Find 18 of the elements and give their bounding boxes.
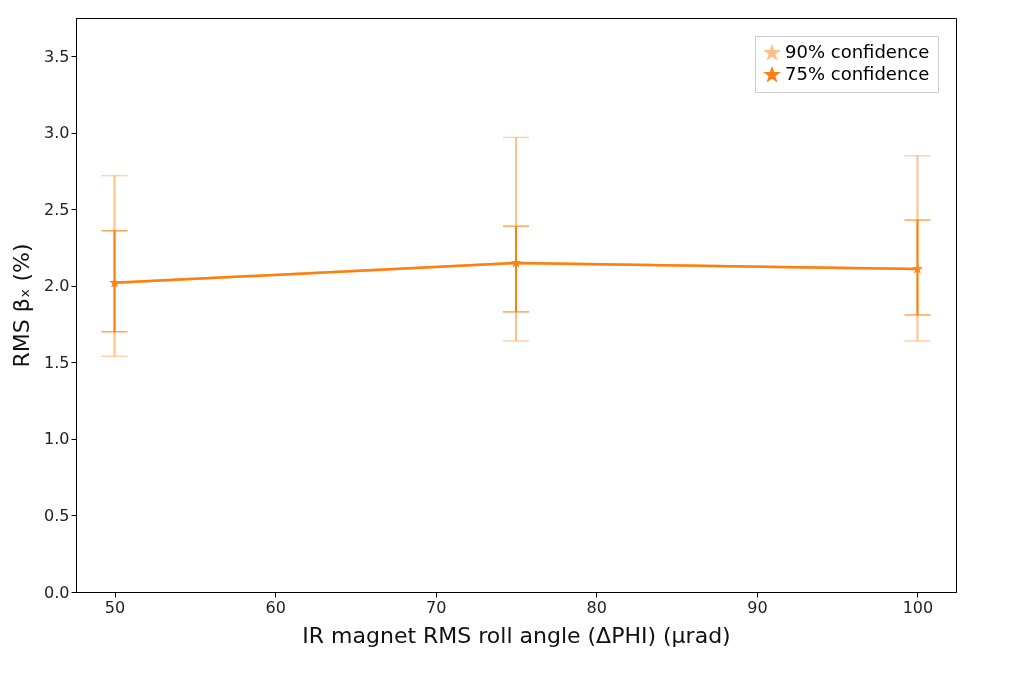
y-tick-label: 2.5	[44, 199, 70, 219]
x-tick-label: 90	[747, 597, 768, 617]
y-tick-label: 0.5	[44, 505, 70, 525]
legend-label: 90% confidence	[785, 41, 930, 62]
x-tick-label: 70	[426, 597, 447, 617]
y-tick-label: 0.0	[44, 582, 70, 602]
y-tick-label: 3.0	[44, 123, 70, 143]
legend-label: 75% confidence	[785, 63, 930, 84]
y-tick-label: 1.0	[44, 429, 70, 449]
y-tick-label: 2.0	[44, 276, 70, 296]
y-tick-label: 1.5	[44, 352, 70, 372]
x-tick-label: 60	[265, 597, 286, 617]
x-tick-label: 100	[902, 597, 934, 617]
y-tick-label: 3.5	[44, 46, 70, 66]
x-tick-label: 80	[586, 597, 607, 617]
x-tick-label: 50	[104, 597, 126, 617]
y-axis-title: RMS βₓ (%)	[9, 243, 35, 368]
x-axis-title: IR magnet RMS roll angle (ΔPHI) (μrad)	[302, 622, 731, 648]
